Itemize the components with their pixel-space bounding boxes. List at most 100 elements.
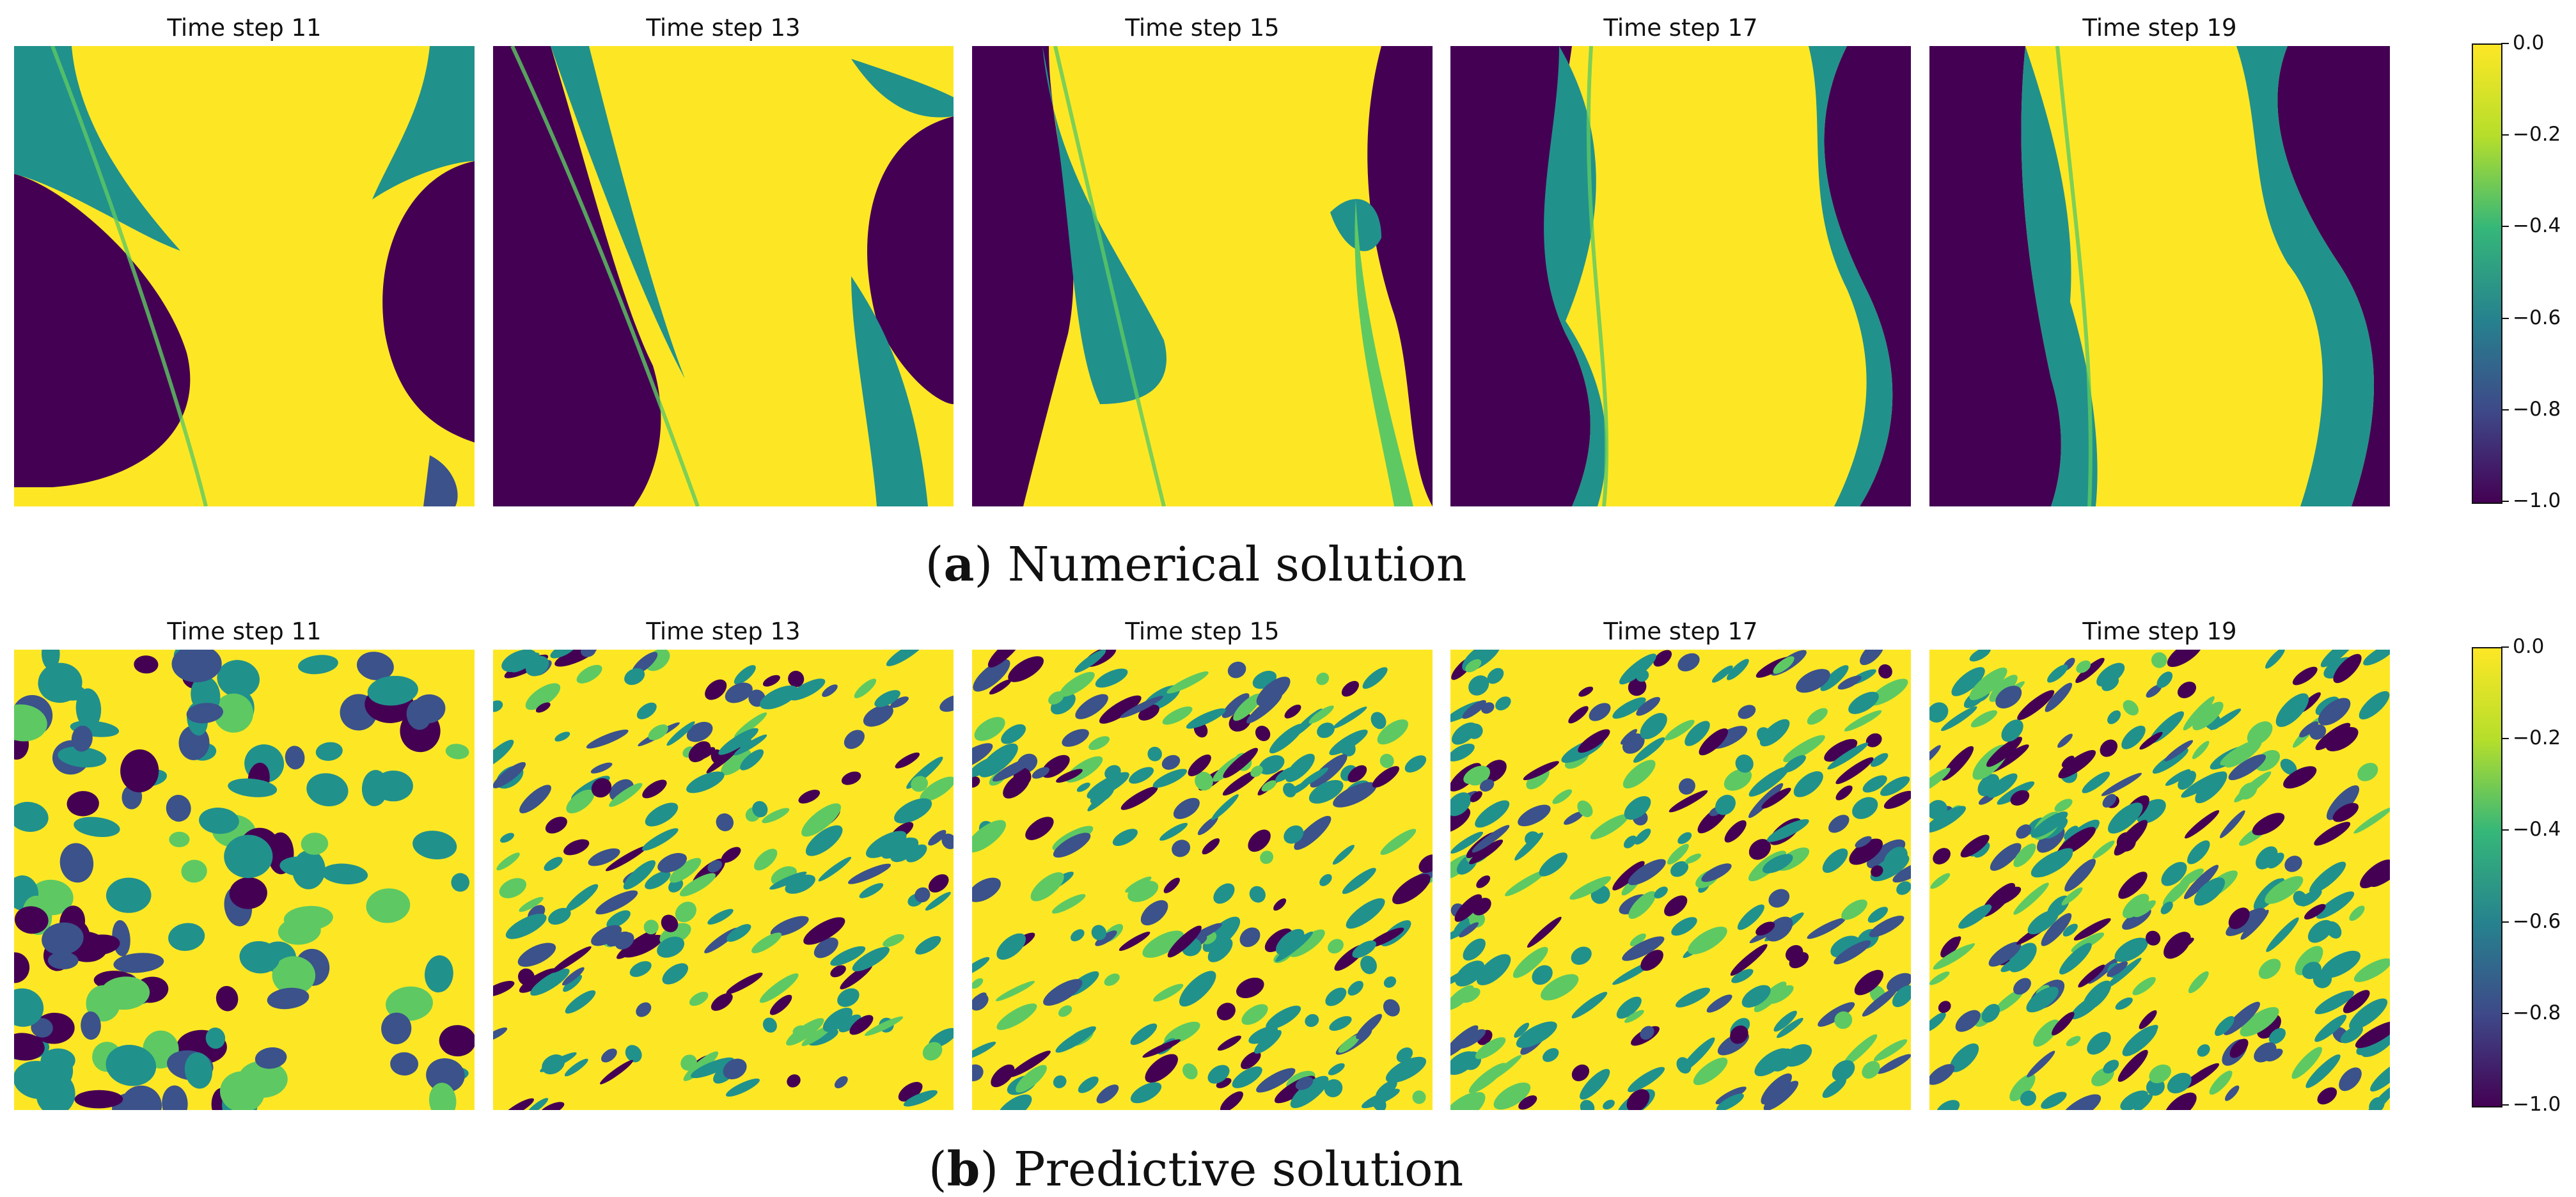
field-blob <box>686 721 713 742</box>
field-blob <box>1677 832 1692 844</box>
field-blob <box>2194 877 2226 906</box>
field-blob <box>550 650 577 659</box>
field-blob <box>972 877 1001 902</box>
field-blob <box>890 696 909 708</box>
field-blob <box>1699 728 1729 756</box>
field-blob <box>1119 932 1151 951</box>
field-blob <box>1053 1075 1067 1088</box>
colorbar-tick-mark <box>2501 738 2509 740</box>
field-blob <box>972 820 1007 853</box>
field-blob <box>1285 753 1315 783</box>
field-blob <box>525 683 561 710</box>
panel-title: Time step 19 <box>2082 14 2237 42</box>
field-blob <box>171 650 222 683</box>
field-blob <box>854 678 877 698</box>
heatmap-panel <box>1450 650 1911 1110</box>
field-blob <box>2256 846 2278 870</box>
field-blob <box>1222 770 1259 796</box>
field-blob <box>915 887 931 903</box>
field-blob <box>2139 731 2163 750</box>
panel-title: Time step 17 <box>1603 618 1758 645</box>
field-blob <box>922 1042 943 1061</box>
field-blob <box>2343 990 2370 1013</box>
field-blob <box>2220 739 2261 766</box>
field-region <box>372 46 475 199</box>
field-blob <box>1678 778 1695 795</box>
field-blob <box>1465 659 1482 673</box>
field-blob <box>120 749 159 793</box>
field-blob <box>759 973 799 1003</box>
field-blob <box>2064 825 2078 840</box>
field-blob <box>551 946 592 973</box>
field-blob <box>503 1098 534 1110</box>
field-blob <box>838 1014 861 1033</box>
field-blob <box>279 856 323 877</box>
field-blob <box>2187 840 2210 864</box>
field-blob <box>1685 853 1702 864</box>
field-blob <box>1076 782 1090 792</box>
field-blob <box>1120 696 1163 718</box>
field-blob <box>898 1082 923 1102</box>
field-blob <box>726 973 763 994</box>
field-blob <box>14 988 44 1027</box>
field-blob <box>941 833 954 850</box>
field-blob <box>1768 889 1790 908</box>
field-blob <box>1624 835 1637 849</box>
field-blob <box>974 717 1005 741</box>
field-blob <box>852 946 890 972</box>
field-blob <box>301 833 329 855</box>
field-blob <box>1883 790 1911 810</box>
field-blob <box>1837 675 1862 690</box>
field-blob <box>595 890 638 915</box>
field-blob <box>895 752 920 769</box>
field-blob <box>1329 1016 1352 1031</box>
field-blob <box>1671 917 1697 936</box>
field-blob <box>1527 916 1562 948</box>
field-blob <box>1654 886 1668 899</box>
field-blob <box>199 808 239 834</box>
field-blob <box>2114 937 2148 962</box>
field-blob <box>1095 930 1117 946</box>
field-blob <box>2031 811 2068 838</box>
field-blob <box>1290 1076 1329 1108</box>
field-blob <box>2108 802 2143 834</box>
field-blob <box>2349 905 2365 921</box>
field-blob <box>1929 806 1967 833</box>
field-blob <box>381 1012 412 1045</box>
field-blob <box>770 916 809 937</box>
field-blob <box>78 934 120 956</box>
colorbar-tick-label: 0.0 <box>2513 635 2545 658</box>
field-blob <box>1163 877 1180 893</box>
field-blob <box>801 803 842 837</box>
field-blob <box>1869 915 1905 937</box>
field-blob <box>530 968 570 996</box>
field-blob <box>278 917 321 945</box>
field-blob <box>2284 856 2302 872</box>
heatmap-image <box>493 650 954 1110</box>
field-blob <box>1182 1063 1198 1080</box>
field-blob <box>2096 662 2125 687</box>
field-blob <box>1053 833 1091 858</box>
field-blob <box>1766 819 1809 842</box>
field-blob <box>841 771 861 785</box>
field-blob <box>2092 840 2115 859</box>
field-blob <box>2268 1028 2286 1044</box>
field-blob <box>1009 1051 1051 1077</box>
field-blob <box>1475 1037 1506 1060</box>
field-blob <box>847 863 891 884</box>
field-blob <box>74 1090 123 1109</box>
field-blob <box>493 739 514 768</box>
field-blob <box>1827 742 1869 770</box>
field-blob <box>31 1018 53 1038</box>
field-blob <box>1676 987 1710 1008</box>
field-blob <box>617 930 657 959</box>
colorbar-tick-label: −0.8 <box>2513 1001 2561 1024</box>
field-blob <box>539 1102 565 1110</box>
field-blob <box>1472 825 1510 853</box>
colorbar-tick-mark <box>2501 409 2509 411</box>
field-blob <box>1217 1035 1241 1051</box>
field-blob <box>1241 1051 1261 1070</box>
field-region <box>14 46 180 251</box>
colorbar-tick-mark <box>2501 1104 2509 1106</box>
field-blob <box>1457 1029 1486 1049</box>
